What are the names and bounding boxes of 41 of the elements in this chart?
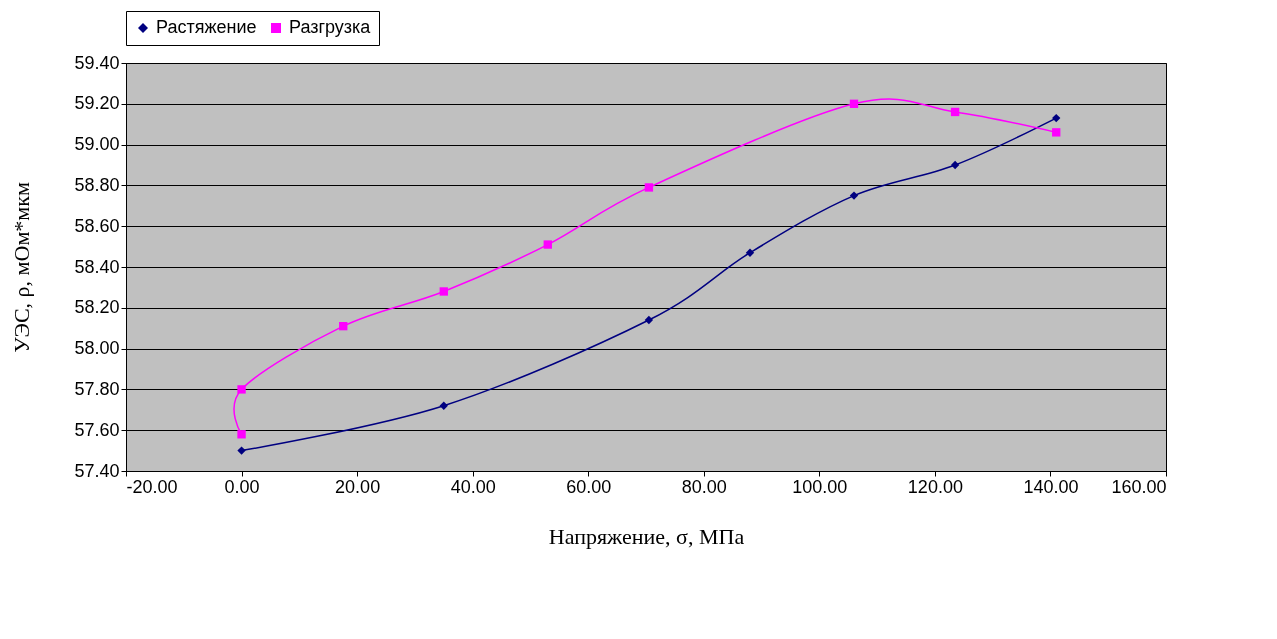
y-tick-label: 58.20 [74, 297, 120, 318]
y-tick-label: 58.40 [74, 256, 120, 277]
point [745, 248, 755, 257]
point [439, 401, 448, 410]
point [849, 99, 859, 108]
y-tick-label: 59.20 [74, 93, 120, 114]
point [439, 287, 448, 296]
y-tick-label: 58.80 [74, 174, 120, 195]
y-axis-title: УЭС, ρ, мОм*мкм [9, 182, 35, 353]
point [237, 430, 246, 439]
x-tick-label: 20.00 [335, 476, 381, 497]
x-tick-label: 100.00 [792, 476, 848, 497]
x-tick-label: -20.00 [126, 476, 178, 497]
x-tick-label: 0.00 [224, 476, 260, 497]
y-tick-label: 59.40 [74, 52, 120, 73]
y-tick-label: 58.60 [74, 215, 120, 236]
y-tick-label: 59.00 [74, 134, 120, 155]
y-tick-label: 57.40 [74, 460, 120, 481]
point [1052, 128, 1061, 137]
point [849, 191, 859, 200]
x-tick-label: 40.00 [450, 476, 496, 497]
y-tick-label: 57.80 [74, 378, 120, 399]
legend-label: Растяжение [156, 17, 257, 37]
point [543, 240, 552, 249]
point [644, 315, 654, 325]
x-tick-label: 140.00 [1023, 476, 1079, 497]
x-tick-label: 80.00 [681, 476, 727, 497]
x-tick-label: 60.00 [566, 476, 612, 497]
point [237, 385, 246, 394]
point [950, 160, 960, 170]
legend-label: Разгрузка [289, 17, 372, 37]
y-tick-label: 57.60 [74, 419, 120, 440]
point [644, 183, 654, 192]
x-tick-label: 120.00 [907, 476, 963, 497]
point [237, 446, 246, 455]
point [339, 321, 348, 331]
x-axis-title: Напряжение, σ, МПа [548, 523, 745, 549]
point [1052, 113, 1061, 123]
x-tick-label: 160.00 [1111, 476, 1167, 497]
point [950, 107, 960, 117]
y-tick-label: 58.00 [74, 338, 120, 359]
